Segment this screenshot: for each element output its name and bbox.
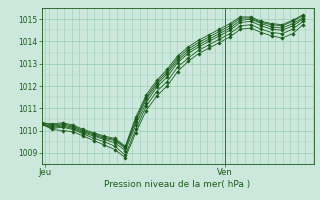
X-axis label: Pression niveau de la mer( hPa ): Pression niveau de la mer( hPa ) — [104, 180, 251, 189]
